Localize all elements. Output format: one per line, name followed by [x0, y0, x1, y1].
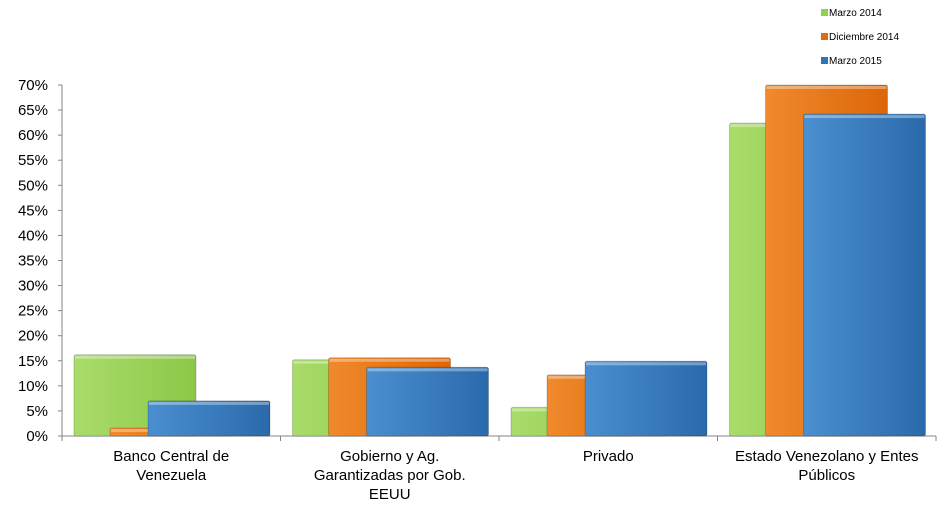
legend-label: Marzo 2014	[829, 8, 882, 19]
legend-swatch	[821, 33, 828, 40]
legend: Marzo 2014 Diciembre 2014 Marzo 2015	[821, 8, 899, 67]
x-category-label: Gobierno y Ag. Garantizadas por Gob. EEUU	[314, 448, 466, 503]
category-labels: Banco Central de Venezuela Gobierno y Ag. G…	[113, 448, 918, 503]
y-tick-label: 50%	[18, 177, 48, 194]
bar-highlight	[367, 368, 488, 372]
legend-swatch	[821, 57, 828, 64]
y-tick-label: 15%	[18, 353, 48, 370]
y-tick-label: 65%	[18, 102, 48, 119]
bar-highlight	[586, 362, 706, 366]
y-tick-label: 30%	[18, 278, 48, 295]
y-tick-label: 0%	[26, 428, 48, 445]
y-tick-label: 20%	[18, 328, 48, 345]
bar-highlight	[329, 358, 450, 362]
bar-highlight	[766, 86, 887, 89]
legend-label: Diciembre 2014	[829, 32, 899, 43]
bar-highlight	[149, 401, 269, 405]
bar-marzo-2015	[366, 366, 489, 437]
legend-swatch	[821, 9, 828, 16]
y-tick-label: 5%	[26, 403, 48, 420]
bar-marzo-2015	[147, 400, 271, 437]
bar-marzo-2015	[584, 360, 708, 437]
y-tick-label: 55%	[18, 152, 48, 169]
bar-highlight	[75, 355, 195, 359]
y-tick-label: 35%	[18, 253, 48, 270]
legend-label: Marzo 2015	[829, 56, 882, 67]
x-category-label: Banco Central de Venezuela	[113, 448, 229, 484]
y-tick-label: 25%	[18, 303, 48, 320]
bar-highlight	[804, 115, 925, 119]
bars	[73, 84, 926, 437]
y-tick-label: 70%	[18, 77, 48, 94]
bar-marzo-2015	[803, 113, 926, 437]
y-tick-label: 10%	[18, 378, 48, 395]
x-category-label: Estado Venezolano y Entes Públicos	[735, 448, 918, 484]
y-tick-label: 40%	[18, 227, 48, 244]
x-category-label: Privado	[583, 448, 634, 465]
y-tick-label: 45%	[18, 202, 48, 219]
y-tick-label: 60%	[18, 127, 48, 144]
